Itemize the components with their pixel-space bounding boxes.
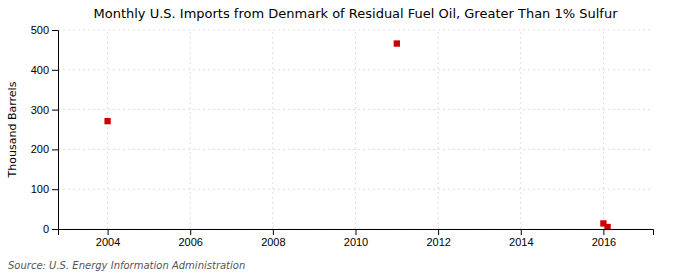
point: [604, 224, 610, 229]
grid-line: [107, 30, 108, 229]
tick-mark: [603, 229, 604, 235]
tick-mark: [52, 70, 58, 71]
grid: [58, 30, 653, 229]
x-axis: 2004 2006 2008 2010 2012 2014 2016: [59, 229, 654, 248]
y-axis: 0 100 200 300 400 500: [31, 24, 59, 235]
axis-line: [52, 31, 59, 230]
tick-label: 300: [31, 104, 49, 116]
tick-mark: [52, 110, 58, 111]
tick: 2008: [261, 229, 285, 248]
chart: 2004 2006 2008 2010 2012 2014 2016 0 100 200 300 40…: [0, 0, 675, 275]
tick-mark: [52, 30, 58, 31]
tick: 0: [43, 223, 58, 235]
grid-line: [58, 149, 653, 150]
grid-line: [603, 30, 604, 229]
grid-line: [355, 30, 356, 229]
tick: 400: [31, 64, 58, 76]
tick: 2016: [592, 229, 616, 248]
grid-line: [190, 30, 191, 229]
tick-mark: [52, 189, 58, 190]
tick-label: 2016: [592, 236, 616, 248]
tick-mark: [521, 229, 522, 235]
points: [104, 40, 610, 229]
tick-label: 100: [31, 183, 49, 195]
tick-mark: [273, 229, 274, 235]
tick: 200: [31, 143, 58, 155]
tick-label: 2010: [344, 236, 368, 248]
tick: 2004: [96, 229, 120, 248]
point: [394, 40, 400, 46]
tick-mark: [356, 229, 357, 235]
tick: 2006: [178, 229, 202, 248]
point: [104, 118, 110, 124]
tick-label: 0: [43, 223, 49, 235]
tick-label: 200: [31, 143, 49, 155]
tick-label: 2004: [96, 236, 120, 248]
tick-mark: [52, 229, 58, 230]
tick: 2014: [509, 229, 533, 248]
tick-label: 2012: [426, 236, 450, 248]
grid-line: [520, 30, 521, 229]
grid-line: [272, 30, 273, 229]
tick: 2010: [344, 229, 368, 248]
axis-line: [59, 230, 654, 236]
tick: 2012: [426, 229, 450, 248]
tick: 300: [31, 104, 58, 116]
grid-line: [58, 69, 653, 70]
tick-mark: [52, 149, 58, 150]
source-note: Source: U.S. Energy Information Administ…: [8, 260, 245, 271]
tick-label: 2008: [261, 236, 285, 248]
y-axis-label: Thousand Barrels: [6, 81, 19, 178]
tick-label: 400: [31, 64, 49, 76]
tick: 100: [31, 183, 58, 195]
title: Monthly U.S. Imports from Denmark of Res…: [93, 6, 618, 21]
tick-label: 2014: [509, 236, 533, 248]
tick-label: 500: [31, 24, 49, 36]
tick-mark: [108, 229, 109, 235]
grid-line: [438, 30, 439, 229]
tick: 500: [31, 24, 58, 36]
grid-line: [58, 109, 653, 110]
tick-mark: [190, 229, 191, 235]
tick-mark: [438, 229, 439, 235]
tick-label: 2006: [178, 236, 202, 248]
